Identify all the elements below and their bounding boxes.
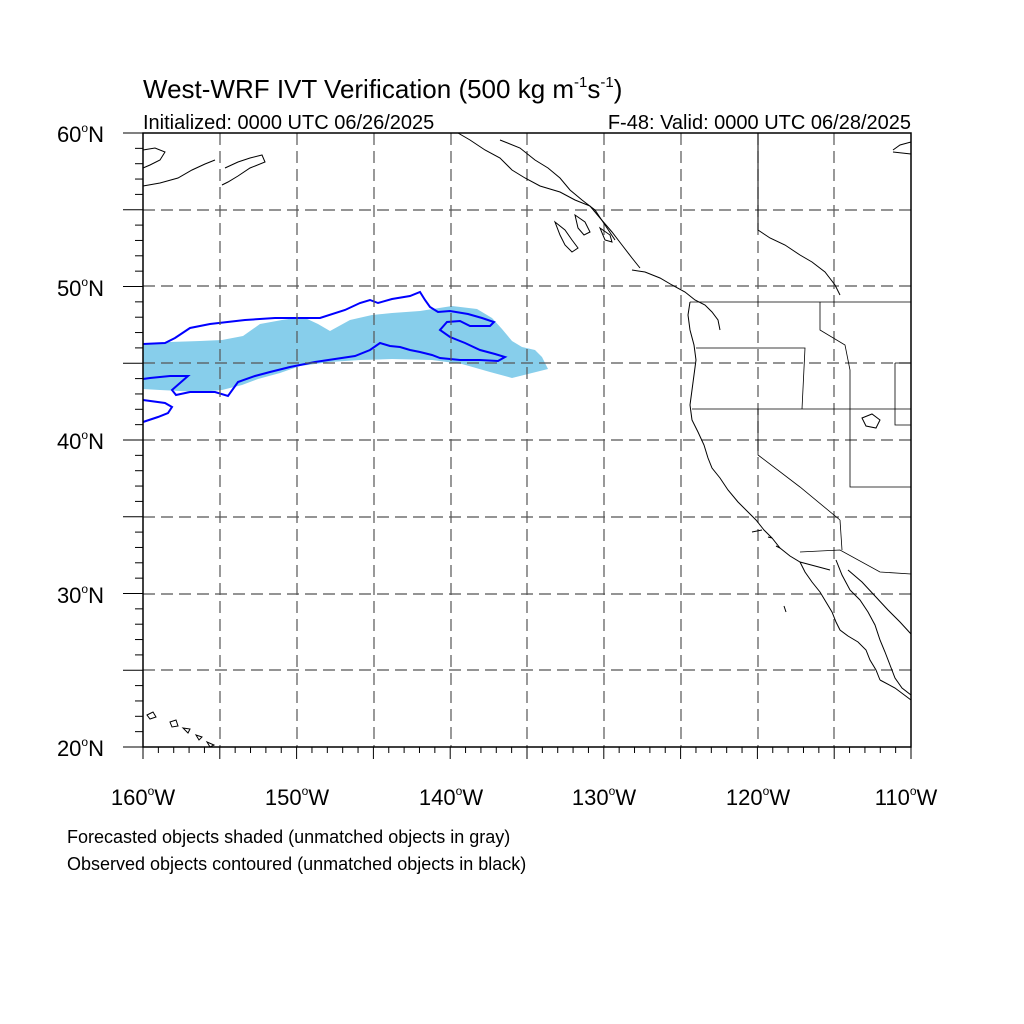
observed-object-main [142,290,508,398]
valid-time-label: F-48: Valid: 0000 UTC 06/28/2025 [608,112,911,134]
us-west-coast [687,301,831,571]
map-title: West-WRF IVT Verification (500 kg m-1s-1… [143,74,622,104]
legend-forecast-note: Forecasted objects shaded (unmatched obj… [67,827,510,847]
canada-boundary [757,133,841,296]
coastlines [142,132,912,748]
alaska-islands [553,213,613,253]
bc-coast [631,269,721,331]
latitude-labels: 60oN 50oN 40oN 30oN 20oN [57,121,104,761]
init-time-label: Initialized: 0000 UTC 06/26/2025 [143,112,434,134]
lon-label-120w: 120oW [726,784,790,810]
lat-label-40: 40oN [57,428,104,454]
lon-label-130w: 130oW [572,784,636,810]
alaska-panhandle [499,139,616,241]
channel-islands [751,529,787,613]
great-salt-lake [861,413,881,429]
observed-objects [142,290,508,423]
lon-label-150w: 150oW [265,784,329,810]
lat-label-60: 60oN [57,121,104,147]
lat-label-20: 20oN [57,735,104,761]
alaska-coast [457,132,641,269]
lon-label-140w: 140oW [419,784,483,810]
aleutian-coast [142,147,266,187]
forecast-object [143,306,548,392]
longitude-labels: 160oW 150oW 140oW 130oW 120oW 110oW [111,784,938,810]
legend-observed-note: Observed objects contoured (unmatched ob… [67,854,526,874]
se-alaska-coast-2 [892,141,912,155]
mexico-coast [847,569,912,701]
observed-object-small [142,399,174,423]
state-borders [690,301,912,575]
baja-coast [799,559,912,696]
map-area [123,132,912,759]
axis-ticks [123,132,912,759]
hawaii-islands [146,711,216,748]
lon-label-160w: 160oW [111,784,175,810]
lat-label-30: 30oN [57,582,104,608]
lon-label-110w: 110oW [875,784,938,810]
grid-lines [143,133,911,747]
lat-label-50: 50oN [57,275,104,301]
